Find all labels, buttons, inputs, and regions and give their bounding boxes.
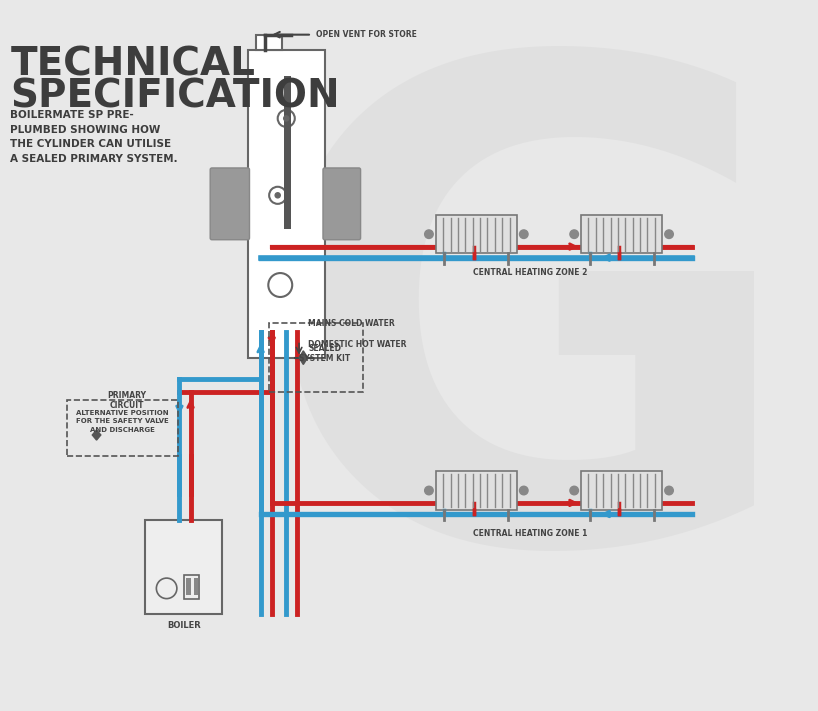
Bar (284, 75, 290, 230)
Bar (66, 400, 178, 456)
Circle shape (665, 486, 673, 495)
Bar (184, 574, 199, 599)
Polygon shape (299, 351, 308, 365)
Circle shape (275, 193, 281, 198)
Text: TECHNICAL: TECHNICAL (11, 46, 255, 84)
Bar (581, 471, 663, 510)
Text: G: G (256, 35, 803, 680)
Bar (581, 215, 663, 253)
Circle shape (665, 230, 673, 238)
Circle shape (570, 486, 578, 495)
Text: ALTERNATIVE POSITION
FOR THE SAFETY VALVE
AND DISCHARGE: ALTERNATIVE POSITION FOR THE SAFETY VALV… (76, 410, 169, 433)
Text: BOILERMATE SP PRE-
PLUMBED SHOWING HOW
THE CYLINDER CAN UTILISE
A SEALED PRIMARY: BOILERMATE SP PRE- PLUMBED SHOWING HOW T… (11, 110, 178, 164)
Bar (436, 215, 517, 253)
Circle shape (519, 230, 528, 238)
Bar (187, 578, 191, 595)
Text: SPECIFICATION: SPECIFICATION (11, 77, 339, 115)
Bar (248, 50, 325, 358)
Text: PRIMARY
CIRCUIT: PRIMARY CIRCUIT (107, 390, 146, 410)
Text: BOILER: BOILER (167, 621, 200, 630)
Bar (194, 578, 198, 595)
Text: CENTRAL HEATING ZONE 2: CENTRAL HEATING ZONE 2 (473, 268, 587, 277)
Bar (256, 35, 282, 50)
Bar (436, 471, 517, 510)
FancyBboxPatch shape (210, 168, 249, 240)
Bar (269, 324, 363, 392)
Text: SEALED
SYSTEM KIT: SEALED SYSTEM KIT (299, 343, 350, 363)
FancyBboxPatch shape (323, 168, 361, 240)
Circle shape (570, 230, 578, 238)
Text: CENTRAL HEATING ZONE 1: CENTRAL HEATING ZONE 1 (473, 528, 587, 538)
Circle shape (425, 230, 434, 238)
Text: OPEN VENT FOR STORE: OPEN VENT FOR STORE (316, 30, 417, 39)
Circle shape (284, 116, 289, 121)
Circle shape (425, 486, 434, 495)
Text: MAINS COLD WATER: MAINS COLD WATER (308, 319, 394, 328)
Polygon shape (92, 430, 101, 440)
Circle shape (519, 486, 528, 495)
Bar (146, 520, 222, 614)
Text: DOMESTIC HOT WATER: DOMESTIC HOT WATER (308, 341, 406, 349)
